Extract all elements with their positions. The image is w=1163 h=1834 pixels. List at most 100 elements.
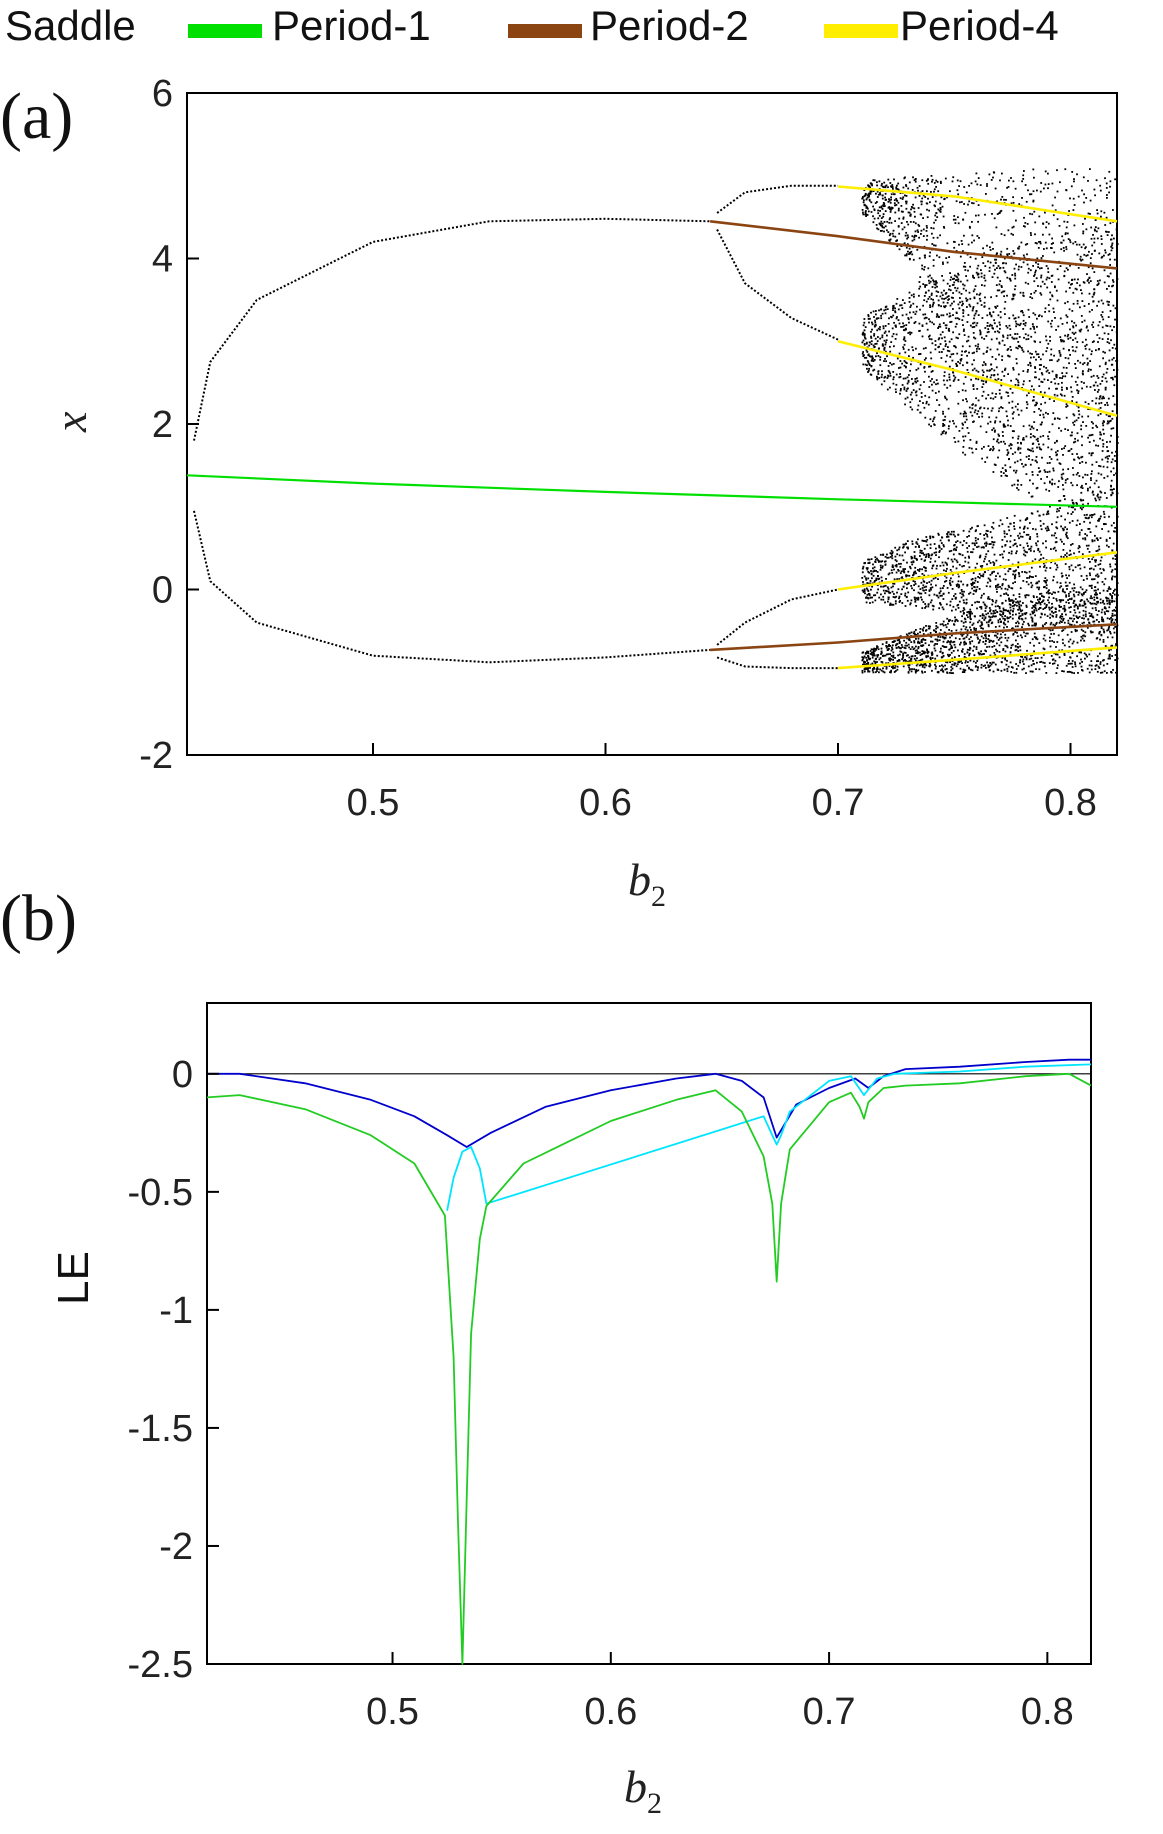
chaos-point <box>1055 653 1057 656</box>
chaos-point <box>1038 378 1041 381</box>
chaos-point <box>972 388 975 390</box>
chaos-point <box>952 297 954 299</box>
chaos-point <box>942 585 945 587</box>
chaos-point <box>971 640 974 643</box>
chaos-point <box>1051 614 1054 617</box>
chaos-point <box>983 446 985 448</box>
chaos-point <box>995 575 997 577</box>
chaos-point <box>1115 307 1118 309</box>
chaos-point <box>973 645 975 648</box>
chaos-point <box>1051 602 1053 605</box>
chaos-point <box>1082 363 1084 366</box>
chaos-point <box>1006 533 1008 535</box>
chaos-point <box>884 192 887 195</box>
chaos-point <box>977 273 980 276</box>
chaos-point <box>968 530 971 533</box>
chaos-point <box>1093 439 1095 442</box>
chaos-point <box>1034 221 1037 224</box>
chaos-point <box>1078 564 1081 566</box>
chaos-point <box>953 215 956 217</box>
chaos-point <box>981 256 984 258</box>
chaos-point <box>975 542 978 544</box>
chaos-point <box>905 575 908 578</box>
chaos-point <box>1069 264 1071 267</box>
chaos-point <box>1030 193 1033 196</box>
chaos-point <box>972 307 974 310</box>
chaos-point <box>938 544 941 547</box>
chaos-point <box>1096 637 1099 639</box>
chaos-point <box>1073 605 1076 608</box>
chaos-point <box>1028 576 1030 579</box>
chaos-point <box>971 581 974 584</box>
chaos-point <box>951 180 954 183</box>
chaos-point <box>1013 252 1015 255</box>
chaos-point <box>1090 454 1093 457</box>
chaos-point <box>893 202 896 205</box>
chaos-point <box>917 651 919 653</box>
chaos-point <box>894 311 897 314</box>
chaos-point <box>1038 356 1040 358</box>
chaos-point <box>1083 362 1086 364</box>
chaos-point <box>1006 588 1009 591</box>
chaos-point <box>1038 241 1040 243</box>
chaos-point <box>998 607 1001 610</box>
chaos-point <box>947 346 949 348</box>
chaos-point <box>985 621 988 624</box>
chaos-point <box>917 596 920 599</box>
chaos-point <box>1073 618 1076 620</box>
chaos-point <box>909 401 912 404</box>
legend-swatch-period-2 <box>508 24 582 38</box>
chaos-point <box>881 579 883 582</box>
chaos-point <box>865 656 868 659</box>
chaos-point <box>1002 609 1005 612</box>
chaos-point <box>881 229 883 232</box>
chaos-point <box>979 554 982 557</box>
chaos-point <box>1110 249 1113 252</box>
chaos-point <box>975 442 978 444</box>
chaos-point <box>864 592 866 595</box>
chaos-point <box>894 640 896 642</box>
chaos-point <box>1086 254 1089 257</box>
chaos-point <box>996 591 998 593</box>
chaos-point <box>1004 587 1007 590</box>
chaos-point <box>1114 568 1117 571</box>
chaos-point <box>1062 619 1064 622</box>
chaos-point <box>1114 563 1117 566</box>
chaos-point <box>1114 575 1116 578</box>
chaos-point <box>972 403 974 406</box>
chaos-point <box>1035 353 1038 356</box>
chaos-point <box>862 196 864 198</box>
chaos-point <box>1020 347 1023 349</box>
chaos-point <box>999 323 1001 326</box>
chaos-point <box>1097 324 1100 327</box>
chaos-point <box>1078 413 1081 416</box>
chaos-point <box>998 524 1001 527</box>
chaos-point <box>1081 300 1084 302</box>
chaos-point <box>1045 265 1048 267</box>
chaos-point <box>1011 627 1013 630</box>
chaos-point <box>1004 544 1007 547</box>
chaos-point <box>983 305 986 308</box>
chaos-point <box>1068 595 1070 597</box>
chaos-point <box>925 357 927 360</box>
chaos-point <box>902 325 904 328</box>
chaos-point <box>965 300 968 302</box>
chaos-point <box>987 577 990 580</box>
chaos-point <box>1083 253 1086 256</box>
chaos-point <box>992 248 994 250</box>
chaos-point <box>1115 606 1117 609</box>
chaos-point <box>1114 558 1117 560</box>
chaos-point <box>877 217 880 220</box>
chaos-point <box>924 196 927 198</box>
chaos-point <box>1037 598 1039 601</box>
chaos-point <box>1029 364 1032 367</box>
chaos-point <box>1037 247 1040 249</box>
chaos-point <box>1013 317 1016 320</box>
chaos-point <box>1098 321 1101 323</box>
chaos-point <box>1017 488 1020 491</box>
chaos-point <box>938 209 941 212</box>
chaos-point <box>929 274 931 277</box>
chaos-point <box>1030 600 1032 603</box>
chaos-point <box>910 657 913 660</box>
chaos-point <box>1091 341 1094 343</box>
